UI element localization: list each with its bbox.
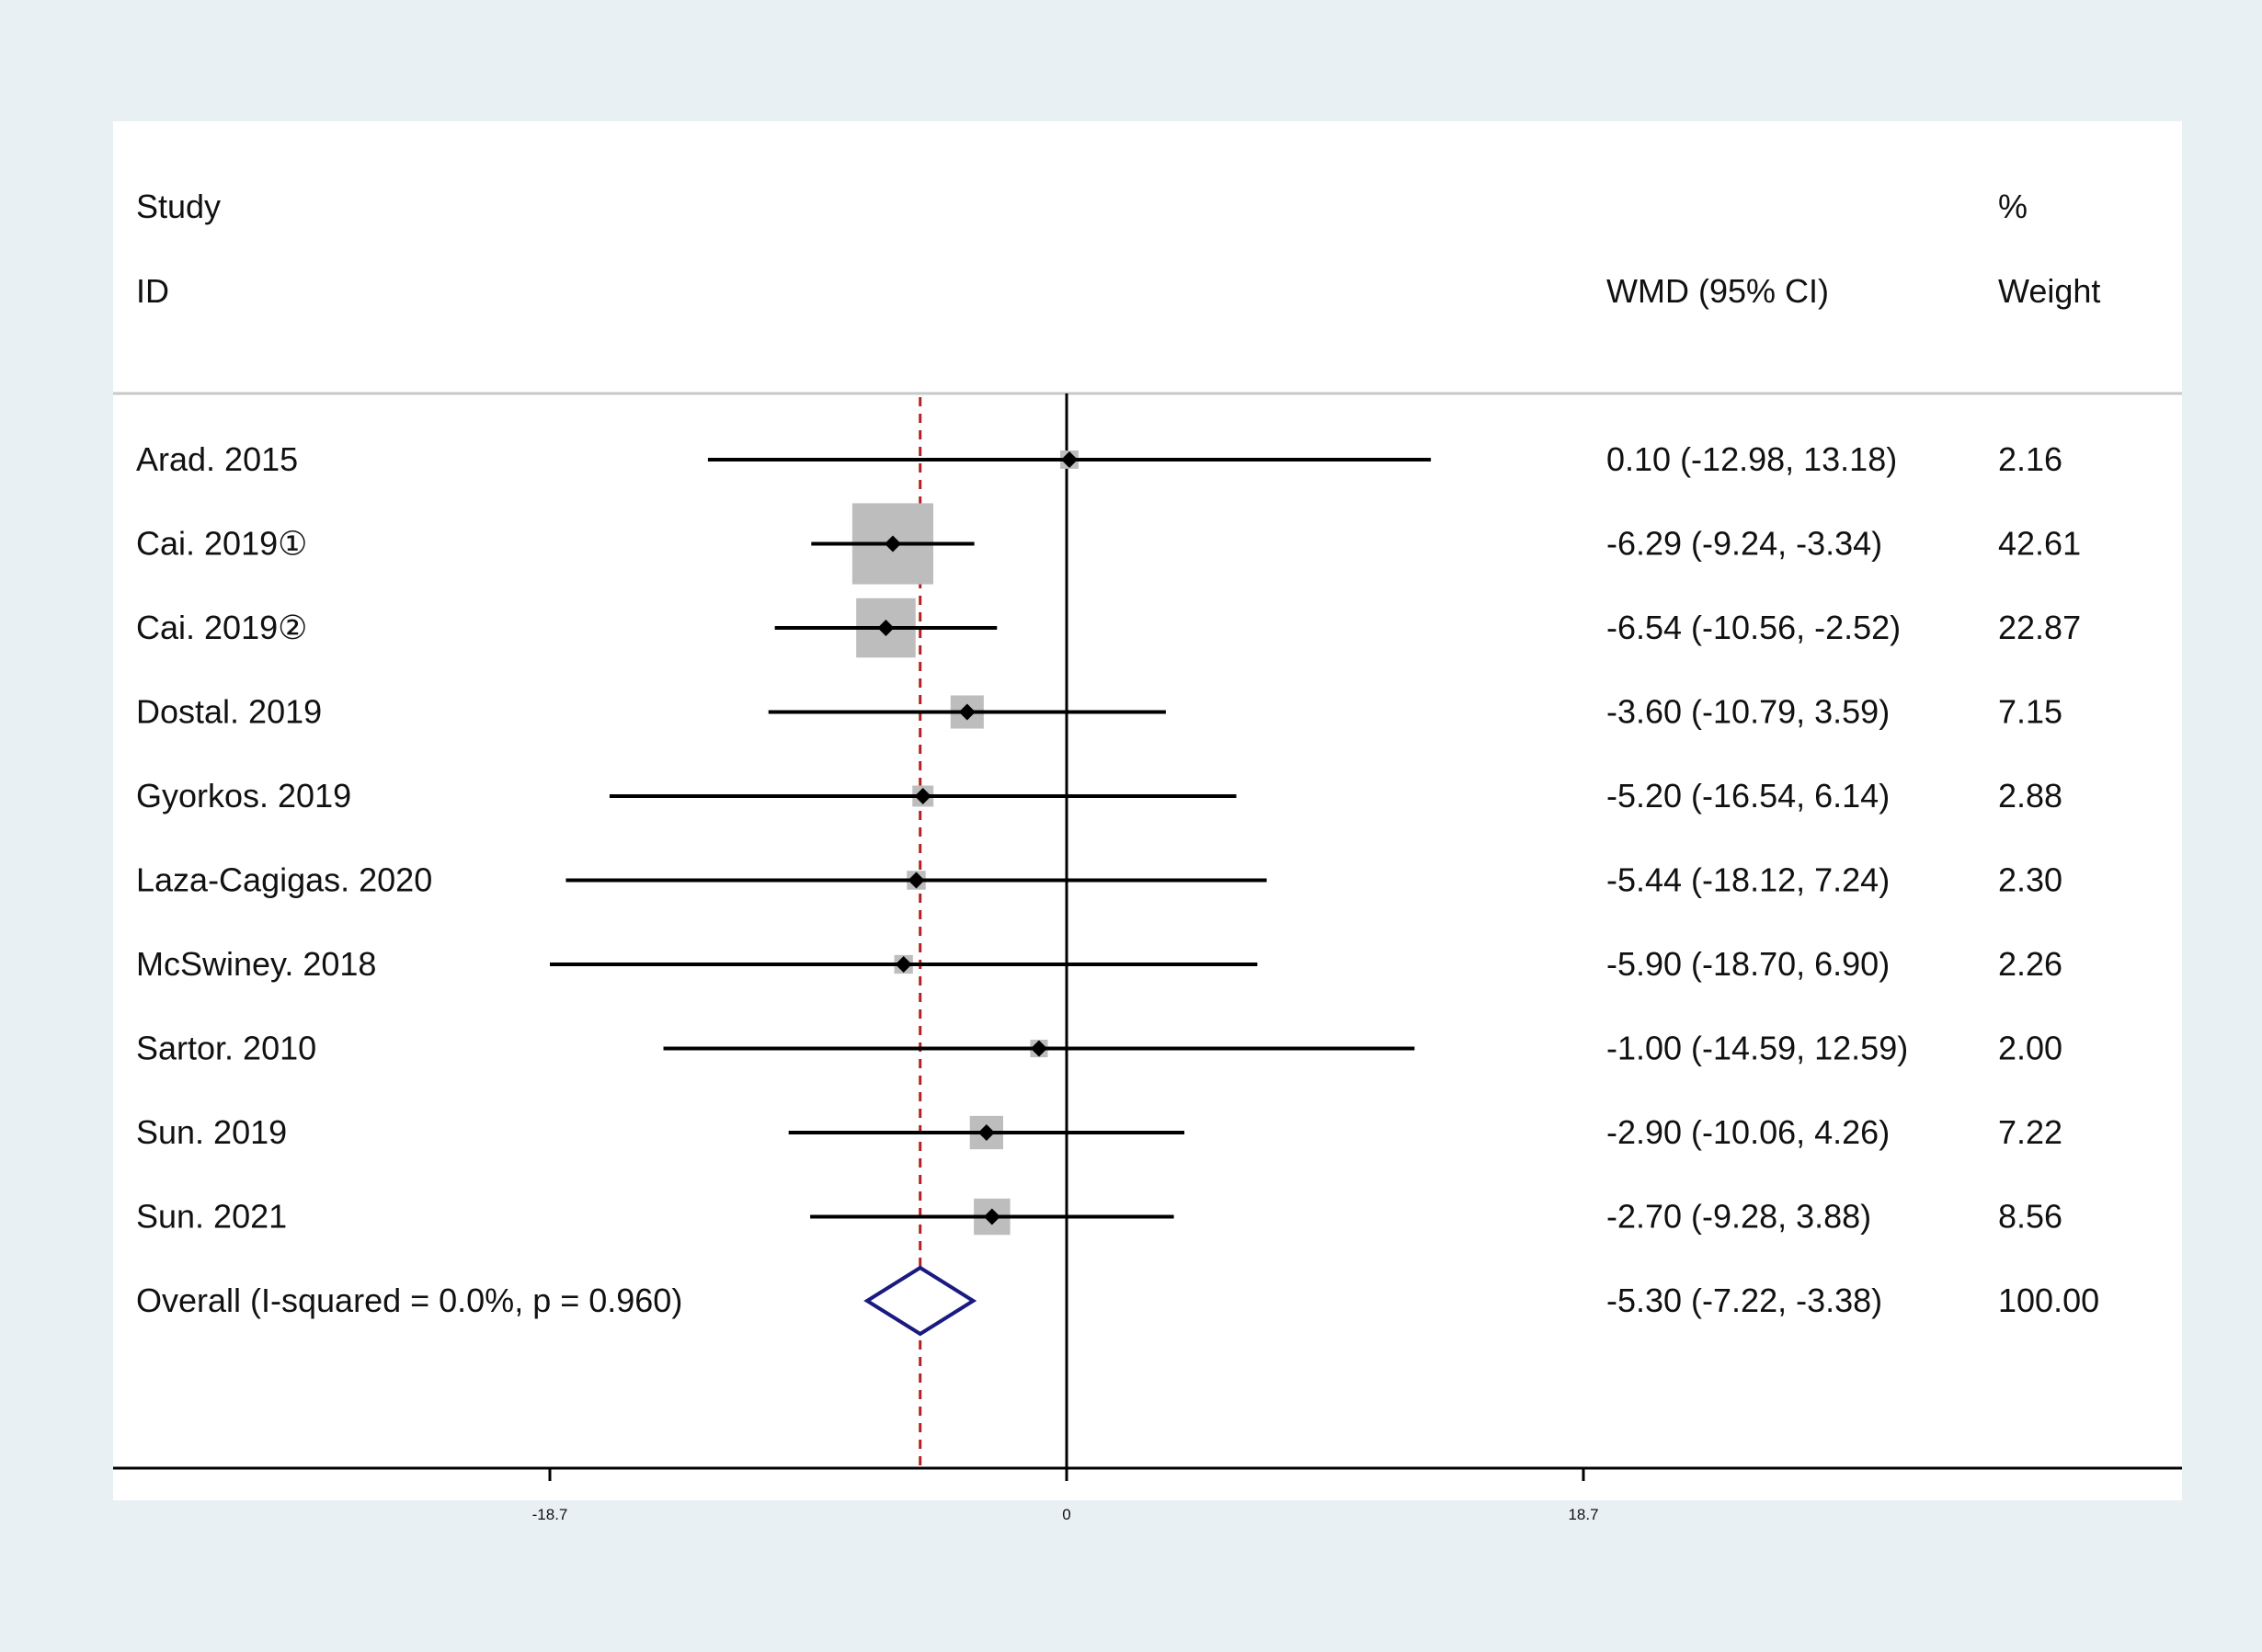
point-estimate xyxy=(983,1208,1000,1225)
header-effect-label: WMD (95% CI) xyxy=(1606,272,1829,310)
study-row: Sun. 2021 -2.70 (-9.28, 3.88) 8.56 xyxy=(136,1198,2062,1236)
x-tick-label: 0 xyxy=(1062,1506,1070,1523)
effect-ci-label: -5.90 (-18.70, 6.90) xyxy=(1606,945,1890,983)
effect-ci-label: -2.70 (-9.28, 3.88) xyxy=(1606,1198,1871,1236)
study-row: Sartor. 2010 -1.00 (-14.59, 12.59) 2.00 xyxy=(136,1030,2062,1067)
point-estimate xyxy=(1061,451,1079,468)
study-label: Sun. 2021 xyxy=(136,1198,287,1236)
study-row: Laza-Cagigas. 2020 -5.44 (-18.12, 7.24) 2.… xyxy=(136,861,2062,899)
study-label: Sartor. 2010 xyxy=(136,1030,316,1067)
effect-ci-label: -6.29 (-9.24, -3.34) xyxy=(1606,525,1882,563)
header-weight: Weight xyxy=(1998,272,2100,310)
study-label: Cai. 2019② xyxy=(136,609,307,646)
study-label: Dostal. 2019 xyxy=(136,693,322,731)
point-estimate xyxy=(877,620,895,636)
study-row: Cai. 2019① -6.29 (-9.24, -3.34) 42.61 xyxy=(136,503,2081,585)
point-estimate xyxy=(884,535,901,553)
weight-label: 2.16 xyxy=(1998,440,2062,478)
point-estimate xyxy=(908,872,925,889)
point-estimate xyxy=(914,788,931,804)
weight-label: 7.15 xyxy=(1998,693,2062,731)
overall-label: Overall (I-squared = 0.0%, p = 0.960) xyxy=(136,1282,682,1319)
overall-weight-label: 100.00 xyxy=(1998,1282,2099,1319)
overall-ci-label: -5.30 (-7.22, -3.38) xyxy=(1606,1282,1882,1319)
header-weight-percent: % xyxy=(1998,188,2028,225)
weight-label: 8.56 xyxy=(1998,1198,2062,1236)
point-estimate xyxy=(1030,1040,1047,1057)
x-tick-label: 18.7 xyxy=(1568,1506,1598,1523)
study-row: Cai. 2019② -6.54 (-10.56, -2.52) 22.87 xyxy=(136,598,2081,658)
study-label: Sun. 2019 xyxy=(136,1113,287,1151)
effect-ci-label: -2.90 (-10.06, 4.26) xyxy=(1606,1113,1890,1151)
weight-label: 2.88 xyxy=(1998,777,2062,815)
weight-label: 42.61 xyxy=(1998,525,2081,563)
study-label: Gyorkos. 2019 xyxy=(136,777,351,815)
overall-diamond xyxy=(863,1265,977,1337)
study-row: Sun. 2019 -2.90 (-10.06, 4.26) 7.22 xyxy=(136,1113,2062,1151)
x-tick-label: -18.7 xyxy=(532,1506,568,1523)
study-row: Gyorkos. 2019 -5.20 (-16.54, 6.14) 2.88 xyxy=(136,777,2062,815)
effect-ci-label: -5.44 (-18.12, 7.24) xyxy=(1606,861,1890,899)
point-estimate xyxy=(895,956,912,973)
overall-row: Overall (I-squared = 0.0%, p = 0.960) -5.… xyxy=(136,1265,2099,1337)
study-label: Laza-Cagigas. 2020 xyxy=(136,861,432,899)
effect-ci-label: -6.54 (-10.56, -2.52) xyxy=(1606,609,1901,646)
weight-label: 2.30 xyxy=(1998,861,2062,899)
study-row: McSwiney. 2018 -5.90 (-18.70, 6.90) 2.26 xyxy=(136,945,2062,983)
plot-background xyxy=(113,121,2182,1500)
study-label: McSwiney. 2018 xyxy=(136,945,376,983)
x-axis: -18.7 0 18.7 xyxy=(113,1466,2182,1523)
study-row: Arad. 2015 0.10 (-12.98, 13.18) 2.16 xyxy=(136,440,2062,478)
effect-ci-label: -1.00 (-14.59, 12.59) xyxy=(1606,1030,1908,1067)
study-label: Cai. 2019① xyxy=(136,525,307,563)
weight-label: 2.26 xyxy=(1998,945,2062,983)
weight-label: 2.00 xyxy=(1998,1030,2062,1067)
weight-label: 7.22 xyxy=(1998,1113,2062,1151)
effect-ci-label: 0.10 (-12.98, 13.18) xyxy=(1606,440,1897,478)
point-estimate xyxy=(977,1124,995,1141)
effect-ci-label: -3.60 (-10.79, 3.59) xyxy=(1606,693,1890,731)
study-rows: Arad. 2015 0.10 (-12.98, 13.18) 2.16 Cai. 2… xyxy=(136,393,2081,1468)
study-row: Dostal. 2019 -3.60 (-10.79, 3.59) 7.15 xyxy=(136,693,2062,731)
point-estimate xyxy=(958,703,976,721)
effect-ci-label: -5.20 (-16.54, 6.14) xyxy=(1606,777,1890,815)
header-id: ID xyxy=(136,272,169,310)
study-label: Arad. 2015 xyxy=(136,440,298,478)
header-study: Study xyxy=(136,188,221,225)
weight-label: 22.87 xyxy=(1998,609,2081,646)
